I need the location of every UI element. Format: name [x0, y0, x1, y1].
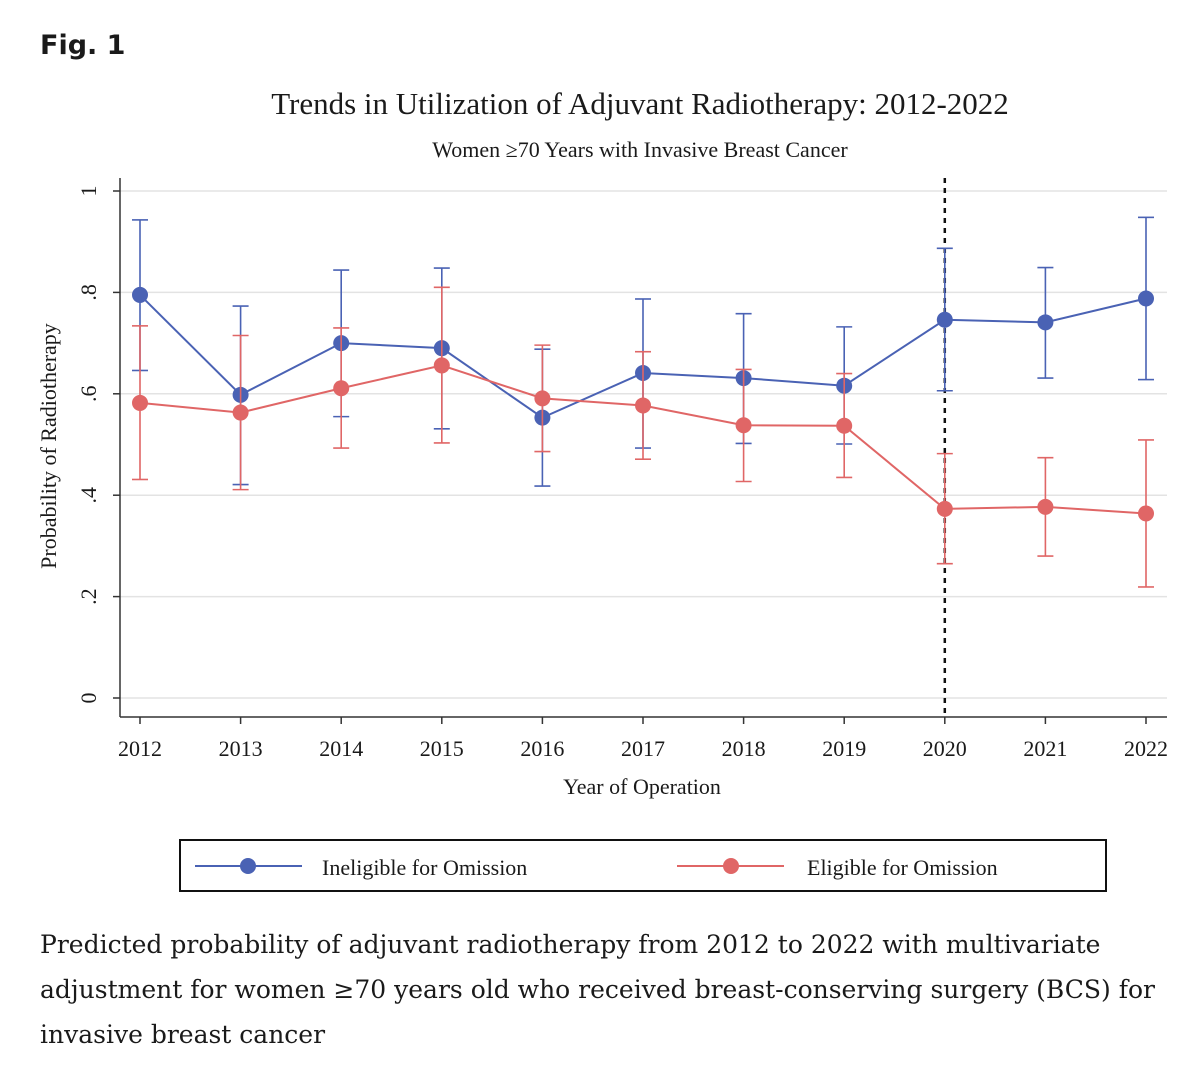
marker-s1-0: [132, 394, 148, 411]
x-tick-label-2: 2014: [319, 736, 363, 761]
chart-subtitle: Women ≥70 Years with Invasive Breast Can…: [432, 137, 848, 162]
legend-label-ineligible: Ineligible for Omission: [322, 855, 527, 880]
marker-s0-8: [936, 311, 953, 328]
series-1: [132, 286, 1154, 588]
legend-marker-ineligible: [240, 858, 256, 874]
marker-s1-1: [232, 404, 249, 421]
y-tick-label-5: 1: [76, 186, 101, 197]
marker-s1-2: [333, 380, 350, 397]
marker-s1-6: [735, 417, 752, 434]
marker-s1-8: [936, 500, 953, 517]
x-tick-label-5: 2017: [621, 736, 665, 761]
figure-label: Fig. 1: [40, 30, 126, 61]
series-layer: [132, 216, 1154, 588]
y-tick-label-3: .6: [76, 386, 101, 403]
x-axis-label: Year of Operation: [563, 774, 721, 799]
x-axis: 2012 2013 2014 2015 2016 2017 2018 2019 2020 2021…: [118, 717, 1168, 761]
legend: Ineligible for Omission Eligible for Omi…: [179, 839, 1107, 892]
x-tick-label-3: 2015: [420, 736, 464, 761]
x-tick-label-7: 2019: [822, 736, 866, 761]
legend-box: [179, 839, 1107, 892]
chart-title: Trends in Utilization of Adjuvant Radiot…: [271, 86, 1009, 121]
y-tick-label-2: .4: [76, 487, 101, 504]
marker-s1-9: [1037, 498, 1054, 515]
x-tick-label-6: 2018: [722, 736, 766, 761]
marker-s1-7: [836, 417, 853, 434]
x-tick-label-9: 2021: [1023, 736, 1067, 761]
line-chart: Trends in Utilization of Adjuvant Radiot…: [36, 86, 1168, 892]
legend-marker-eligible: [723, 858, 739, 874]
marker-s1-4: [534, 390, 551, 407]
y-tick-label-1: .2: [76, 588, 101, 605]
legend-label-eligible: Eligible for Omission: [807, 855, 998, 880]
marker-s0-0: [132, 286, 148, 303]
x-tick-label-1: 2013: [219, 736, 263, 761]
y-tick-label-0: 0: [76, 693, 101, 704]
marker-s0-9: [1037, 314, 1054, 331]
marker-s0-10: [1138, 290, 1154, 307]
y-tick-label-4: .8: [76, 284, 101, 301]
x-tick-label-8: 2020: [923, 736, 967, 761]
x-tick-label-4: 2016: [520, 736, 564, 761]
figure-caption: Predicted probability of adjuvant radiot…: [40, 930, 1155, 1049]
marker-s1-5: [635, 397, 651, 414]
x-tick-label-0: 2012: [118, 736, 162, 761]
marker-s1-3: [433, 357, 450, 374]
y-axis: 0 .2 .4 .6 .8 1: [76, 186, 120, 704]
marker-s1-10: [1138, 505, 1154, 522]
y-axis-label: Probability of Radiotherapy: [36, 323, 61, 569]
x-tick-label-10: 2022: [1124, 736, 1168, 761]
